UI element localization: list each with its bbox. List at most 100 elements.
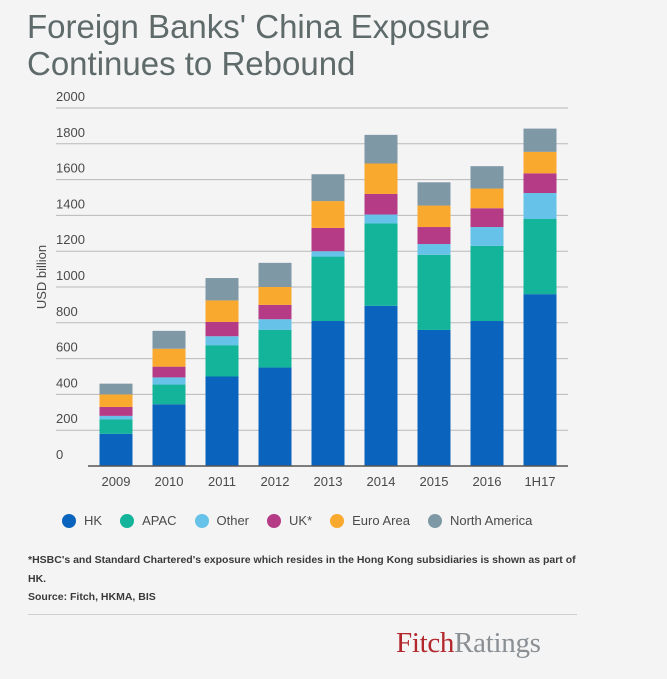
legend-label: North America xyxy=(449,513,533,528)
bar-segment-hk-2009 xyxy=(99,433,133,466)
y-tick-label: 800 xyxy=(56,304,78,319)
bar-segment-uk-2014 xyxy=(364,193,398,215)
bar-segment-other-2013 xyxy=(311,251,345,257)
bar-segment-euro-area-2014 xyxy=(364,163,398,194)
x-tick-label: 2009 xyxy=(102,474,131,489)
bar-segment-other-1h17 xyxy=(523,193,557,219)
bar-segment-north-america-2010 xyxy=(152,330,186,349)
bar-segment-hk-2013 xyxy=(311,321,345,466)
bar-segment-other-2012 xyxy=(258,319,292,330)
y-tick-label: 200 xyxy=(56,411,78,426)
x-tick-label: 2011 xyxy=(208,474,236,489)
bar-segment-uk-2012 xyxy=(258,304,292,320)
bar-segment-north-america-2011 xyxy=(205,278,239,301)
chart-legend: HK APAC Other UK* Euro Area North America xyxy=(62,513,550,528)
footnote: *HSBC's and Standard Chartered's exposur… xyxy=(28,554,576,585)
x-tick-label: 2010 xyxy=(155,474,184,489)
legend-swatch xyxy=(267,513,282,528)
y-tick-label: 1800 xyxy=(56,125,85,140)
y-tick-label: 400 xyxy=(56,375,78,390)
bar-segment-uk-1h17 xyxy=(523,173,557,194)
logo-ratings: Ratings xyxy=(454,627,541,659)
bar-segment-apac-1h17 xyxy=(523,218,557,295)
legend-item: HK xyxy=(62,513,102,528)
legend-item: UK* xyxy=(267,513,312,528)
bar-segment-apac-2012 xyxy=(258,329,292,368)
bar-segment-north-america-1h17 xyxy=(523,128,557,152)
x-tick-label: 2016 xyxy=(473,474,502,489)
bar-segment-apac-2015 xyxy=(417,254,451,330)
fitch-ratings-logo: FitchRatings xyxy=(396,627,541,660)
bar-segment-euro-area-1h17 xyxy=(523,151,557,174)
bar-segment-euro-area-2009 xyxy=(99,394,133,407)
bar-segment-euro-area-2012 xyxy=(258,287,292,305)
legend-item: APAC xyxy=(120,513,177,528)
legend-swatch xyxy=(427,513,442,528)
bar-segment-north-america-2012 xyxy=(258,262,292,287)
bar-segment-hk-2015 xyxy=(417,329,451,466)
bar-segment-apac-2010 xyxy=(152,384,186,405)
bar-segment-hk-1h17 xyxy=(523,294,557,466)
x-tick-label: 2014 xyxy=(367,474,396,489)
bar-segment-apac-2013 xyxy=(311,256,345,322)
x-tick-label: 2013 xyxy=(314,474,343,489)
legend-item: Other xyxy=(194,513,250,528)
bar-segment-other-2016 xyxy=(470,227,504,246)
chart-title-line-1: Foreign Banks' China Exposure xyxy=(27,8,491,45)
bar-segment-north-america-2016 xyxy=(470,166,504,189)
stacked-bar-chart: 0 200 400 600 800 1000 1200 1400 1600 1800 2000 USD… xyxy=(34,89,568,489)
legend-label: Euro Area xyxy=(352,513,410,528)
legend-label: UK* xyxy=(289,513,313,528)
x-tick-label: 2012 xyxy=(261,474,290,489)
bar-segment-other-2011 xyxy=(205,336,239,346)
bar-segment-apac-2016 xyxy=(470,245,504,322)
bar-segment-north-america-2014 xyxy=(364,134,398,164)
bar-segment-other-2014 xyxy=(364,214,398,224)
bar-segment-euro-area-2010 xyxy=(152,348,186,367)
y-tick-label: 1600 xyxy=(56,161,85,176)
y-tick-label: 1000 xyxy=(56,268,85,283)
bar-segment-hk-2014 xyxy=(364,305,398,466)
bar-segment-north-america-2013 xyxy=(311,174,345,202)
bar-segment-euro-area-2011 xyxy=(205,300,239,322)
y-tick-label: 2000 xyxy=(56,89,85,104)
legend-item: Euro Area xyxy=(330,513,410,528)
bar-segment-euro-area-2016 xyxy=(470,188,504,209)
bar-segment-uk-2009 xyxy=(99,406,133,416)
bar-segment-uk-2016 xyxy=(470,208,504,228)
y-tick-label: 1200 xyxy=(56,232,85,247)
divider xyxy=(28,614,577,615)
logo-fitch: Fitch xyxy=(396,627,455,659)
bar-segment-euro-area-2013 xyxy=(311,201,345,228)
bar-segment-hk-2010 xyxy=(152,404,186,466)
bar-segment-apac-2011 xyxy=(205,345,239,377)
bar-segment-euro-area-2015 xyxy=(417,205,451,228)
bar-segment-apac-2014 xyxy=(364,223,398,306)
bar-segment-uk-2011 xyxy=(205,321,239,337)
y-tick-label: 600 xyxy=(56,340,78,355)
bar-segment-uk-2010 xyxy=(152,366,186,378)
legend-label: HK xyxy=(84,513,103,528)
y-tick-label: 1400 xyxy=(56,196,85,211)
y-axis-label: USD billion xyxy=(34,245,49,309)
x-tick-label: 1H17 xyxy=(524,474,555,489)
bar-segment-hk-2011 xyxy=(205,376,239,466)
legend-item: North America xyxy=(427,513,533,528)
bar-segment-north-america-2009 xyxy=(99,383,133,395)
bar-segment-other-2015 xyxy=(417,244,451,255)
bar-segment-hk-2012 xyxy=(258,367,292,466)
chart-title: Foreign Banks' China Exposure Continues … xyxy=(27,8,647,82)
bar-segment-apac-2009 xyxy=(99,419,133,434)
legend-swatch xyxy=(120,513,135,528)
x-tick-label: 2015 xyxy=(420,474,449,489)
bar-segment-north-america-2015 xyxy=(417,182,451,206)
legend-swatch xyxy=(62,513,76,528)
y-tick-label: 0 xyxy=(56,447,63,462)
source-note: Source: Fitch, HKMA, BIS xyxy=(28,591,156,603)
bar-segment-other-2010 xyxy=(152,377,186,385)
legend-label: Other xyxy=(216,513,250,528)
bar-segment-uk-2015 xyxy=(417,227,451,245)
legend-label: APAC xyxy=(142,513,177,528)
legend-swatch xyxy=(330,513,345,528)
legend-swatch xyxy=(194,513,209,528)
